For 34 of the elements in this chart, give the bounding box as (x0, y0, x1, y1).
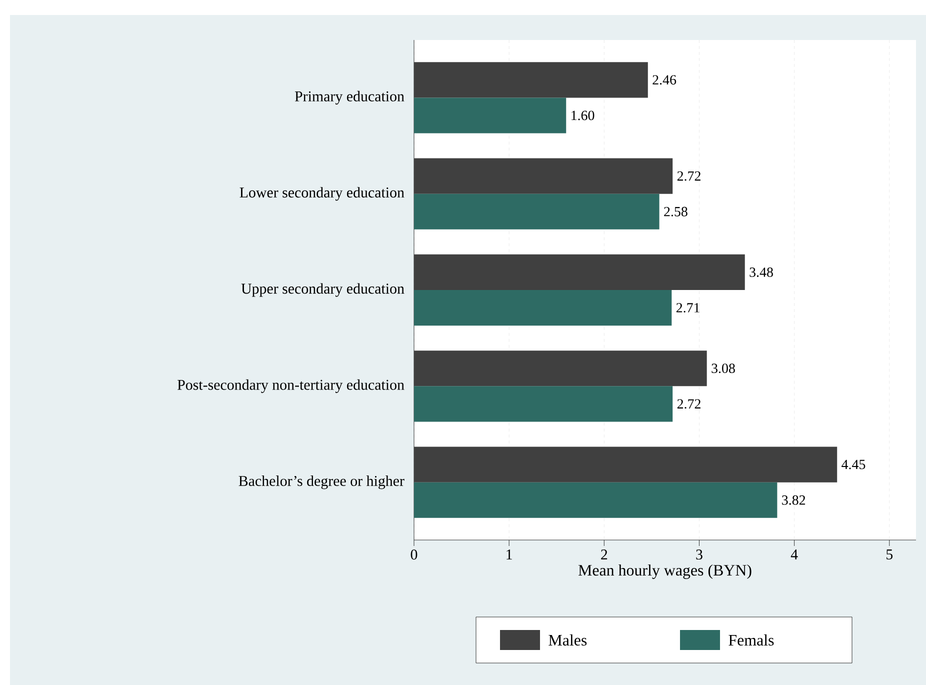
bar (414, 290, 672, 326)
bar (414, 158, 673, 194)
legend-label: Femals (728, 634, 774, 646)
y-tick-label: Lower secondary education (240, 187, 404, 201)
data-label: 3.48 (750, 267, 773, 277)
y-tick-label: Post-secondary non-tertiary education (178, 379, 404, 393)
bar (414, 482, 778, 518)
x-tick-label: 4 (790, 550, 798, 560)
bar (414, 386, 673, 422)
y-tick-label: Upper secondary education (241, 283, 404, 297)
bar (414, 254, 745, 290)
x-tick-label: 2 (601, 550, 608, 560)
data-label: 3.08 (712, 364, 735, 374)
data-label: 2.72 (677, 399, 700, 409)
y-tick-label: Primary education (294, 90, 404, 104)
bar (414, 194, 660, 230)
x-tick-label: 0 (410, 550, 418, 560)
data-label: 4.45 (842, 460, 866, 470)
data-label: 3.82 (782, 495, 806, 505)
data-label: 2.58 (664, 206, 688, 216)
data-label: 2.72 (677, 171, 700, 181)
data-label: 2.71 (676, 303, 700, 313)
x-tick-label: 1 (506, 550, 512, 560)
bar (414, 98, 566, 134)
x-axis-title: Mean hourly wages (BYN) (578, 564, 752, 579)
x-tick-label: 5 (886, 550, 893, 560)
bar (414, 350, 707, 386)
data-label: 1.60 (572, 110, 594, 120)
x-tick-label: 3 (696, 550, 702, 560)
bar (414, 446, 838, 482)
y-tick-label: Bachelor’s degree or higher (238, 476, 404, 490)
legend-label: Males (548, 634, 587, 646)
data-label: 2.46 (652, 75, 676, 85)
bar (414, 62, 648, 98)
